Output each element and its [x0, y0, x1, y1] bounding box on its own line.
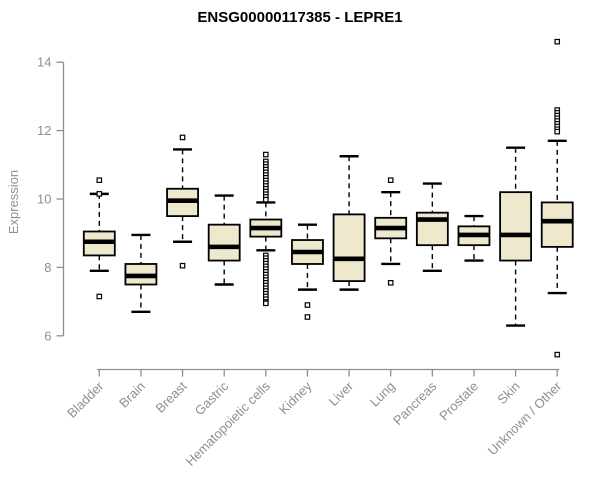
x-category-label-brain: Brain [116, 379, 148, 411]
x-category-label-breast: Breast [153, 378, 190, 415]
x-category-label-gastric: Gastric [192, 378, 232, 418]
y-tick-label: 12 [37, 123, 51, 138]
outlier-point [263, 151, 269, 158]
box-unknown-other [540, 38, 574, 358]
y-tick-label: 8 [44, 260, 51, 275]
box-lung [374, 177, 408, 286]
outlier-point [554, 351, 561, 358]
outlier-point [179, 262, 186, 269]
box-bladder [82, 177, 116, 300]
box-skin [499, 146, 533, 327]
box-pancreas [415, 182, 449, 273]
x-category-label-pancreas: Pancreas [390, 378, 440, 428]
outlier-point [387, 177, 394, 183]
y-tick-label: 14 [37, 55, 51, 70]
y-axis: 6 8 10 12 14 [37, 55, 65, 343]
box-liver [332, 155, 366, 291]
box-kidney [291, 223, 324, 320]
outlier-point [554, 38, 561, 45]
outlier-point [554, 128, 561, 135]
box-hematopoietic-cells [249, 151, 283, 307]
outlier-point [263, 196, 269, 203]
box-breast [166, 134, 199, 269]
outlier-point [387, 279, 394, 286]
x-category-label-kidney: Kidney [276, 378, 315, 417]
outlier-point [179, 134, 186, 141]
iqr-box [499, 191, 533, 262]
box-prostate [457, 214, 491, 262]
outlier-point [304, 302, 311, 308]
y-tick-label: 6 [44, 328, 51, 343]
y-tick-label: 10 [37, 192, 51, 207]
x-category-label-lung: Lung [367, 379, 398, 410]
iqr-box [540, 201, 574, 248]
outlier-point [304, 314, 311, 320]
iqr-box [332, 213, 366, 282]
x-category-label-unknown-other: Unknown / Other [485, 378, 565, 458]
outlier-point [96, 191, 103, 197]
x-category-label-bladder: Bladder [64, 378, 107, 421]
box-gastric [207, 194, 241, 286]
outlier-point [96, 177, 103, 183]
x-category-label-prostate: Prostate [436, 379, 481, 424]
x-category-label-liver: Liver [326, 378, 357, 409]
outlier-point [263, 300, 269, 307]
iqr-box [207, 223, 241, 262]
box-brain [124, 233, 158, 314]
outlier-point [96, 293, 103, 300]
x-category-label-skin: Skin [494, 379, 522, 407]
chart-title: ENSG00000117385 - LEPRE1 [197, 9, 403, 26]
